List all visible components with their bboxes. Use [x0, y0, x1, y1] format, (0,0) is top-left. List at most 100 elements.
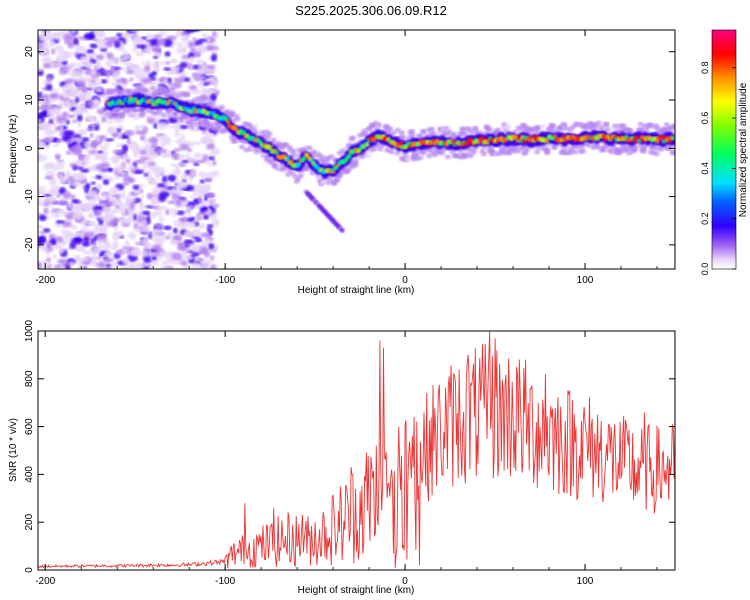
heatmap-halo-blob	[139, 110, 146, 116]
heatmap-halo-blob	[135, 89, 142, 95]
heatmap-noise-blob	[191, 245, 197, 252]
heatmap-noise-blob	[184, 43, 189, 48]
heatmap-noise-blob	[40, 259, 51, 264]
heatmap-halo-blob	[218, 104, 225, 110]
heatmap-noise-blob	[122, 82, 128, 88]
heatmap-noise-blob	[101, 246, 108, 251]
heatmap-noise-blob	[76, 61, 81, 70]
heatmap-x-tick-label: 0	[402, 275, 408, 286]
heatmap-noise-blob	[127, 216, 134, 221]
heatmap-noise-blob	[81, 226, 89, 233]
heatmap-noise-blob	[179, 143, 190, 151]
heatmap-noise-blob	[161, 139, 171, 146]
heatmap-halo-blob	[611, 123, 618, 129]
heatmap-halo-blob	[334, 177, 341, 183]
heatmap-noise-blob	[202, 206, 209, 212]
heatmap-halo-blob	[228, 110, 235, 116]
heatmap-noise-blob	[157, 61, 165, 65]
figure-title: S225.2025.306.06.09.R12	[295, 3, 447, 18]
heatmap-noise-blob	[152, 152, 160, 159]
heatmap-halo-blob	[387, 126, 394, 132]
heatmap-noise-blob	[190, 252, 200, 257]
heatmap-noise-blob	[44, 57, 53, 64]
heatmap-noise-blob	[126, 193, 131, 201]
heatmap-noise-blob	[210, 54, 217, 62]
heatmap-noise-blob	[132, 227, 143, 232]
heatmap-noise-blob	[88, 221, 93, 226]
heatmap-noise-blob	[139, 149, 148, 156]
heatmap-noise-blob	[111, 81, 121, 87]
heatmap-noise-blob	[167, 77, 172, 84]
heatmap-ridge-core	[518, 138, 524, 143]
heatmap-noise-blob	[198, 80, 205, 88]
heatmap-noise-blob	[180, 250, 187, 258]
heatmap-halo-blob	[420, 129, 427, 134]
heatmap-noise-blob	[69, 73, 80, 78]
heatmap-noise-blob	[101, 79, 107, 84]
heatmap-noise-blob	[112, 154, 119, 161]
heatmap-y-tick-label: 10	[24, 94, 35, 106]
heatmap-noise-blob	[55, 220, 65, 224]
heatmap-noise-blob	[151, 188, 159, 196]
heatmap-noise-blob	[156, 113, 161, 118]
heatmap-halo-blob	[362, 131, 369, 137]
heatmap-noise-blob	[183, 239, 194, 244]
heatmap-noise-blob	[58, 31, 65, 36]
heatmap-noise-blob	[121, 144, 129, 153]
heatmap-noise-blob	[147, 72, 156, 79]
heatmap-noise-blob	[192, 64, 199, 70]
heatmap-noise-blob	[43, 202, 50, 207]
heatmap-noise-blob	[177, 181, 188, 190]
heatmap-noise-blob	[87, 49, 94, 53]
heatmap-noise-blob	[149, 252, 160, 257]
heatmap-noise-blob	[154, 172, 161, 179]
heatmap-noise-blob	[43, 44, 49, 53]
heatmap-halo-blob	[534, 149, 541, 155]
heatmap-noise-blob	[205, 192, 216, 198]
heatmap-noise-blob	[196, 46, 207, 54]
heatmap-noise-blob	[97, 239, 104, 246]
heatmap-noise-blob	[200, 64, 208, 72]
heatmap-noise-blob	[157, 121, 169, 130]
heatmap-noise-blob	[42, 137, 53, 143]
heatmap-noise-blob	[44, 122, 55, 127]
heatmap-noise-blob	[92, 241, 97, 247]
heatmap-noise-blob	[98, 198, 104, 204]
heatmap-noise-blob	[190, 171, 196, 176]
heatmap-halo-blob	[467, 153, 474, 159]
heatmap-noise-blob	[170, 67, 175, 75]
heatmap-noise-blob	[160, 264, 166, 269]
heatmap-noise-blob	[54, 264, 64, 269]
heatmap-noise-blob	[109, 186, 120, 195]
heatmap-noise-blob	[150, 199, 156, 207]
heatmap-noise-blob	[48, 178, 58, 186]
heatmap-noise-blob	[100, 224, 109, 230]
heatmap-noise-blob	[84, 32, 95, 40]
heatmap-noise-blob	[38, 154, 48, 162]
heatmap-noise-blob	[94, 87, 104, 93]
heatmap-noise-blob	[193, 262, 200, 269]
heatmap-noise-blob	[135, 51, 145, 57]
heatmap-noise-blob	[153, 34, 162, 39]
heatmap-noise-blob	[106, 120, 114, 124]
heatmap-noise-blob	[78, 258, 90, 262]
heatmap-halo-blob	[144, 88, 151, 94]
heatmap-noise-blob	[171, 152, 180, 160]
heatmap-noise-blob	[181, 222, 187, 229]
heatmap-noise-blob	[102, 206, 109, 213]
heatmap-noise-blob	[143, 259, 152, 263]
heatmap-noise-blob	[183, 230, 193, 237]
heatmap-noise-blob	[208, 204, 213, 210]
heatmap-noise-blob	[161, 238, 168, 242]
heatmap-noise-blob	[50, 238, 58, 246]
heatmap-noise-blob	[129, 30, 141, 33]
heatmap-noise-blob	[199, 258, 204, 262]
heatmap-noise-blob	[72, 119, 77, 123]
heatmap-noise-blob	[200, 69, 206, 75]
heatmap-noise-blob	[179, 76, 186, 81]
heatmap-noise-blob	[76, 247, 82, 251]
heatmap-noise-blob	[200, 232, 210, 238]
heatmap-noise-blob	[38, 91, 43, 97]
heatmap-noise-blob	[63, 130, 75, 137]
heatmap-halo-blob	[469, 130, 476, 136]
